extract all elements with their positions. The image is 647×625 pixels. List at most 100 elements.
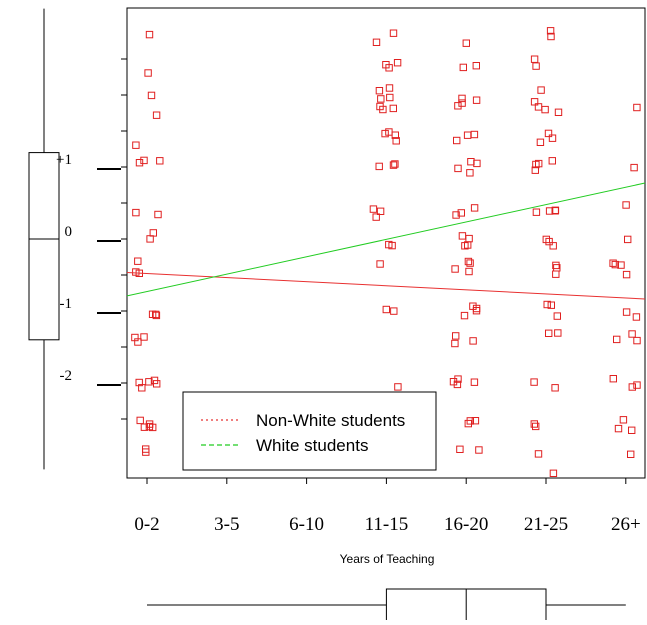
data-point: [389, 104, 398, 113]
data-point: [549, 469, 558, 478]
data-point: [460, 311, 469, 320]
data-point: [391, 160, 399, 168]
y-box-body: [28, 152, 60, 341]
data-point: [457, 209, 466, 217]
data-point: [475, 446, 483, 454]
regression-lines: [126, 182, 646, 300]
data-point: [451, 339, 459, 348]
data-point: [145, 378, 153, 386]
y-tick-label: -1: [60, 296, 73, 312]
data-point: [382, 305, 391, 314]
data-point: [392, 137, 400, 145]
data-point: [386, 93, 394, 102]
data-point: [393, 59, 402, 67]
data-point: [136, 416, 144, 425]
data-point: [156, 157, 164, 165]
y-boxplot: [28, 8, 60, 470]
data-point: [544, 129, 553, 138]
data-point: [547, 301, 555, 309]
data-point: [454, 375, 462, 383]
data-point: [554, 108, 563, 116]
white-trend-line: [126, 182, 646, 297]
data-point: [464, 257, 473, 266]
data-point: [548, 157, 556, 165]
data-point: [134, 257, 142, 265]
data-point: [532, 208, 541, 216]
data-point: [132, 208, 140, 217]
y-tick-label: 0: [65, 224, 73, 240]
data-point: [140, 333, 148, 341]
y-tick-labels: +1 0 -1 -2: [56, 152, 121, 386]
data-point: [553, 312, 561, 320]
data-point: [454, 102, 462, 110]
x-boxplot: [147, 588, 626, 623]
data-point: [630, 163, 638, 172]
data-point: [462, 39, 471, 47]
x-tick-label: 26+: [611, 514, 641, 535]
data-point: [470, 378, 479, 386]
data-point: [146, 235, 154, 243]
data-point: [611, 260, 619, 269]
data-point: [132, 141, 140, 149]
data-point: [545, 237, 553, 246]
x-tick-label: 11-15: [365, 514, 409, 535]
data-point: [628, 383, 636, 391]
data-point: [633, 103, 641, 112]
data-point: [132, 268, 140, 276]
data-point: [532, 62, 540, 70]
data-point: [152, 311, 161, 320]
data-point: [464, 419, 473, 428]
data-point: [145, 422, 154, 431]
data-point: [375, 162, 383, 171]
data-point: [466, 417, 475, 425]
x-tick-label: 16-20: [444, 514, 488, 535]
data-point: [541, 105, 549, 114]
data-point: [147, 91, 156, 100]
data-point: [534, 450, 543, 458]
data-point: [545, 207, 554, 215]
data-point: [552, 261, 560, 270]
data-point: [551, 206, 560, 215]
data-point: [622, 201, 630, 209]
data-point: [466, 169, 474, 177]
data-point: [609, 259, 617, 267]
data-point: [456, 445, 464, 454]
data-point: [154, 210, 162, 219]
x-tick-label: 21-25: [524, 514, 568, 535]
data-point: [458, 99, 466, 107]
data-point: [394, 383, 402, 391]
data-points: [131, 27, 641, 478]
data-point: [152, 111, 161, 119]
data-point: [624, 235, 632, 244]
data-point: [530, 55, 539, 63]
data-point: [135, 378, 143, 387]
data-point: [467, 158, 475, 166]
legend-label: Non-White students: [256, 411, 405, 430]
data-point: [458, 232, 467, 240]
data-point: [535, 159, 543, 168]
data-point: [532, 422, 540, 431]
data-point: [469, 337, 477, 345]
data-point: [547, 32, 555, 41]
data-point: [369, 205, 378, 213]
data-point: [461, 242, 469, 250]
data-point: [144, 69, 152, 77]
data-point: [152, 310, 160, 319]
data-point: [472, 62, 481, 70]
x-tick-label: 6-10: [289, 514, 324, 535]
data-point: [134, 338, 142, 346]
data-point: [454, 164, 462, 173]
data-point: [613, 335, 621, 344]
data-point: [470, 130, 479, 139]
data-point: [552, 270, 560, 278]
data-point: [153, 380, 161, 388]
data-point: [627, 450, 635, 459]
x-tick-label: 3-5: [214, 514, 239, 535]
data-point: [537, 86, 545, 94]
data-point: [452, 332, 460, 340]
data-point: [632, 313, 641, 321]
data-point: [372, 213, 380, 221]
data-point: [549, 242, 557, 250]
